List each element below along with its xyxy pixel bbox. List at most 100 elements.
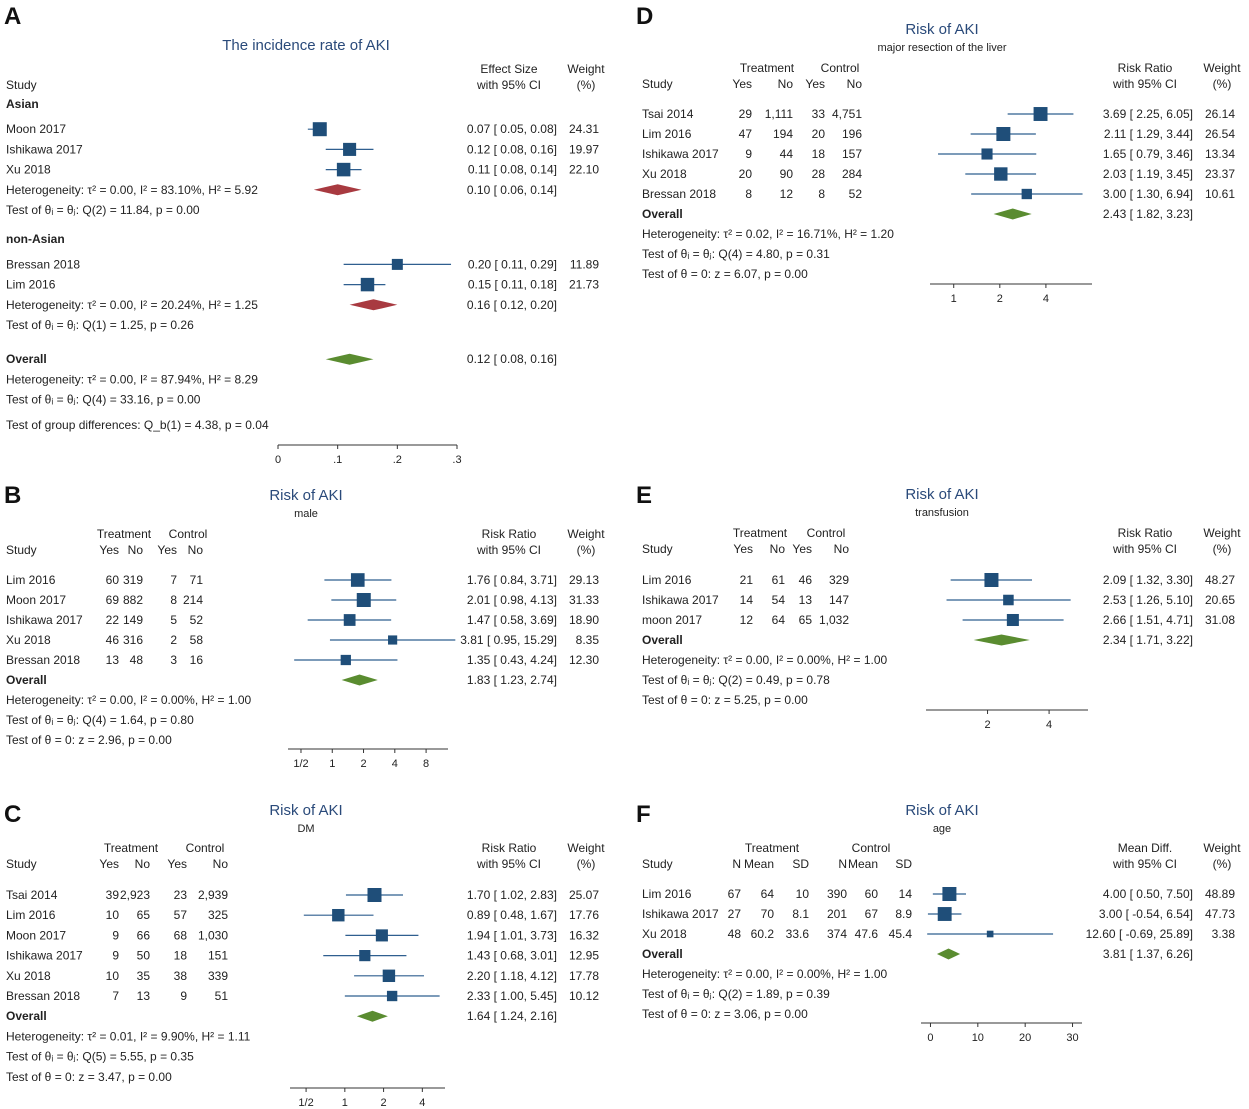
overall-stat: Heterogeneity: τ² = 0.00, I² = 87.94%, H… xyxy=(6,372,258,386)
study-name: Lim 2016 xyxy=(642,887,692,901)
study-cell: 325 xyxy=(208,908,228,922)
x-axis: 1/2 1 2 4 8 xyxy=(288,748,448,770)
study-row: Bressan 2018 13 48 3 16 1.35 [ 0.43, 4.24] 12.… xyxy=(6,653,599,667)
header-col: No xyxy=(834,542,850,556)
effect-estimate: 1.76 [ 0.84, 3.71] xyxy=(467,573,557,587)
effect-estimate: 4.00 [ 0.50, 7.50] xyxy=(1103,887,1193,901)
overall-stat: Test of θ = 0: z = 2.96, p = 0.00 xyxy=(6,733,172,747)
overall-stat: Test of group differences: Q_b(1) = 4.38… xyxy=(6,418,269,432)
study-row: Ishikawa 2017 0.12 [ 0.08, 0.16] 19.97 xyxy=(6,142,599,156)
header-col: Yes xyxy=(157,543,177,557)
study-cell: 8.1 xyxy=(792,907,809,921)
study-cell: 70 xyxy=(761,907,775,921)
effect-estimate: 1.35 [ 0.43, 4.24] xyxy=(467,653,557,667)
study-weight: 17.76 xyxy=(569,908,599,922)
x-axis: 0 10 20 30 xyxy=(921,1022,1082,1044)
chart-title: Risk of AKI xyxy=(269,802,342,819)
panel-c: C Risk of AKI DM Study Risk Ratio with 95% CI… xyxy=(4,801,605,1109)
study-cell: 1,030 xyxy=(198,928,228,942)
effect-estimate: 2.01 [ 0.98, 4.13] xyxy=(467,593,557,607)
header-study: Study xyxy=(6,78,37,92)
study-weight: 26.14 xyxy=(1205,107,1235,121)
group-label: Asian xyxy=(6,97,39,111)
study-cell: 67 xyxy=(865,907,879,921)
study-cell: 319 xyxy=(123,573,143,587)
overall-stat: Test of θᵢ = θⱼ: Q(2) = 1.89, p = 0.39 xyxy=(642,987,830,1001)
study-weight: 12.30 xyxy=(569,653,599,667)
study-row: Ishikawa 2017 9 44 18 157 1.65 [ 0.79, 3.46] 1… xyxy=(642,147,1235,161)
study-cell: 20 xyxy=(739,167,753,181)
study-weight: 21.73 xyxy=(569,278,599,292)
overall-stat: Heterogeneity: τ² = 0.00, I² = 0.00%, H²… xyxy=(6,693,252,707)
effect-estimate: 1.94 [ 1.01, 3.73] xyxy=(467,928,557,942)
effect-estimate: 1.47 [ 0.58, 3.69] xyxy=(467,613,557,627)
study-cell: 882 xyxy=(123,593,143,607)
study-weight: 16.32 xyxy=(569,928,599,942)
header-weight: Weight xyxy=(1203,526,1241,540)
study-row: Lim 2016 21 61 46 329 2.09 [ 1.32, 3.30] 48.27 xyxy=(642,573,1235,587)
study-row: Xu 2018 46 316 2 58 3.81 [ 0.95, 15.29] 8.35 xyxy=(6,633,599,647)
study-row: Moon 2017 9 66 68 1,030 1.94 [ 1.01, 3.73] 16.… xyxy=(6,928,599,942)
chart-subtitle: transfusion xyxy=(915,507,969,519)
study-row: Moon 2017 0.07 [ 0.05, 0.08] 24.31 xyxy=(6,122,599,137)
study-cell: 329 xyxy=(829,573,849,587)
study-cell: 60.2 xyxy=(751,927,775,941)
study-name: Ishikawa 2017 xyxy=(6,142,83,156)
study-name: Lim 2016 xyxy=(6,908,56,922)
effect-estimate: 2.33 [ 1.00, 5.45] xyxy=(467,989,557,1003)
effect-estimate: 0.07 [ 0.05, 0.08] xyxy=(467,122,557,136)
study-cell: 65 xyxy=(137,908,151,922)
axis-tick-label: 2 xyxy=(360,758,366,770)
study-cell: 67 xyxy=(728,887,742,901)
study-row: Ishikawa 2017 22 149 5 52 1.47 [ 0.58, 3.69] 1… xyxy=(6,613,599,627)
study-cell: 13 xyxy=(799,593,813,607)
header-col: SD xyxy=(895,857,912,871)
study-weight: 31.08 xyxy=(1205,613,1235,627)
study-row: Lim 2016 60 319 7 71 1.76 [ 0.84, 3.71] 29.13 xyxy=(6,573,599,587)
study-cell: 1,111 xyxy=(765,107,794,121)
header-control: Control xyxy=(852,841,891,855)
study-cell: 2,923 xyxy=(120,888,150,902)
panel-letter: A xyxy=(4,3,21,30)
header-col: N xyxy=(732,857,741,871)
header-weight: Weight xyxy=(567,62,605,76)
chart-title: Risk of AKI xyxy=(905,21,978,38)
effect-box xyxy=(996,127,1011,141)
study-name: Lim 2016 xyxy=(6,278,56,292)
chart-title: The incidence rate of AKI xyxy=(222,37,390,54)
study-cell: 201 xyxy=(827,907,847,921)
study-cell: 149 xyxy=(123,613,143,627)
header-col: Yes xyxy=(733,542,753,556)
axis-tick-label: 1 xyxy=(329,758,335,770)
overall-estimate: 1.64 [ 1.24, 2.16] xyxy=(467,1009,557,1023)
overall-diamond xyxy=(356,1010,388,1022)
study-cell: 52 xyxy=(190,613,204,627)
header-measure: Risk Ratio xyxy=(1118,526,1173,540)
overall-diamond xyxy=(993,208,1032,220)
study-row: Xu 2018 48 60.2 33.6 374 47.6 45.4 12.60 [ -0.6… xyxy=(642,927,1235,941)
study-weight: 25.07 xyxy=(569,888,599,902)
study-cell: 18 xyxy=(174,949,188,963)
effect-box xyxy=(937,907,952,921)
axis-tick-label: 0 xyxy=(927,1032,933,1044)
study-cell: 9 xyxy=(745,147,752,161)
study-weight: 17.78 xyxy=(569,969,599,983)
study-cell: 5 xyxy=(170,613,177,627)
study-cell: 157 xyxy=(842,147,862,161)
study-row: Bressan 2018 0.20 [ 0.11, 0.29] 11.89 xyxy=(6,257,599,271)
header-measure: Risk Ratio xyxy=(482,841,537,855)
study-cell: 390 xyxy=(827,887,847,901)
panel-b: B Risk of AKI male Study Risk Ratio with 95% … xyxy=(4,482,605,770)
effect-box xyxy=(388,635,398,645)
axis-tick-label: 0 xyxy=(275,454,281,466)
study-name: Xu 2018 xyxy=(642,927,687,941)
study-cell: 2 xyxy=(170,633,177,647)
study-cell: 9 xyxy=(112,928,119,942)
study-row: Moon 2017 69 882 8 214 2.01 [ 0.98, 4.13] 31.3… xyxy=(6,593,599,607)
axis-tick-label: 1 xyxy=(342,1097,348,1109)
header-col: Yes xyxy=(792,542,812,556)
group-heterogeneity: Heterogeneity: τ² = 0.00, I² = 20.24%, H… xyxy=(6,298,258,312)
overall-stat: Test of θ = 0: z = 3.47, p = 0.00 xyxy=(6,1070,172,1084)
study-weight: 3.38 xyxy=(1212,927,1236,941)
study-name: Lim 2016 xyxy=(642,573,692,587)
